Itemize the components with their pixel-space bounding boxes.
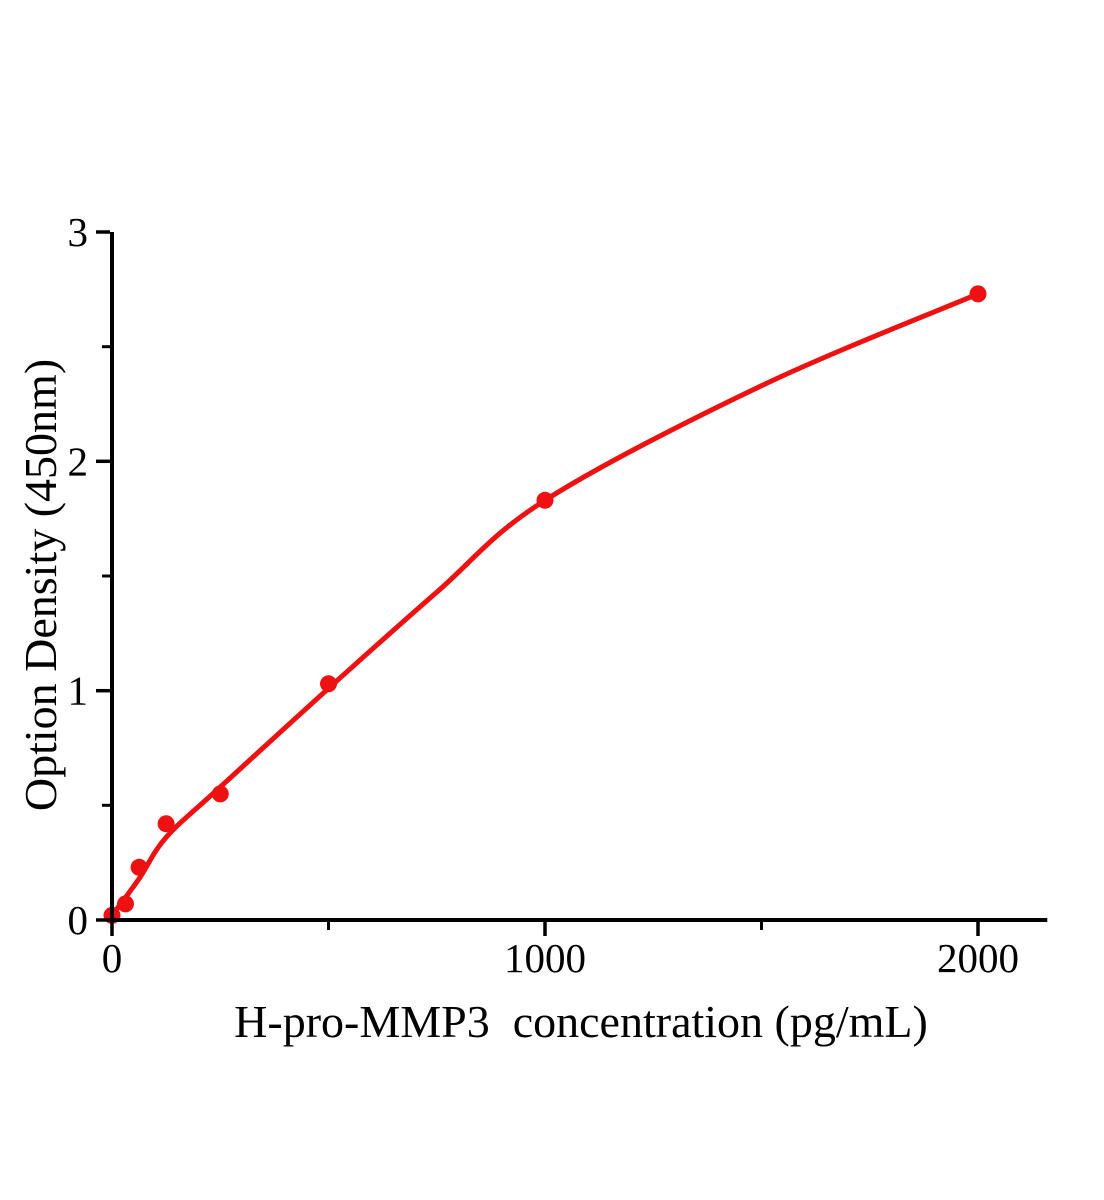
data-point — [211, 785, 229, 803]
y-tick-label: 1 — [68, 668, 89, 714]
x-tick-label: 1000 — [504, 935, 586, 981]
y-tick-label: 2 — [68, 438, 89, 484]
fit-curve-line — [109, 291, 981, 918]
y-tick-label: 3 — [68, 209, 89, 255]
data-point — [157, 815, 175, 833]
data-point — [969, 285, 987, 303]
data-point — [320, 675, 337, 693]
data-point — [536, 491, 554, 509]
plot-area: 0 1000 2000 0 1 2 3 — [68, 209, 1048, 981]
data-point — [117, 895, 134, 913]
data-point — [130, 858, 148, 876]
x-tick-label: 2000 — [937, 935, 1019, 981]
x-tick-label: 0 — [102, 935, 123, 981]
x-axis-title: H-pro-MMP3 concentration (pg/mL) — [234, 996, 928, 1047]
y-tick-label: 0 — [68, 897, 89, 943]
y-axis-title: Option Density (450nm) — [15, 359, 66, 811]
